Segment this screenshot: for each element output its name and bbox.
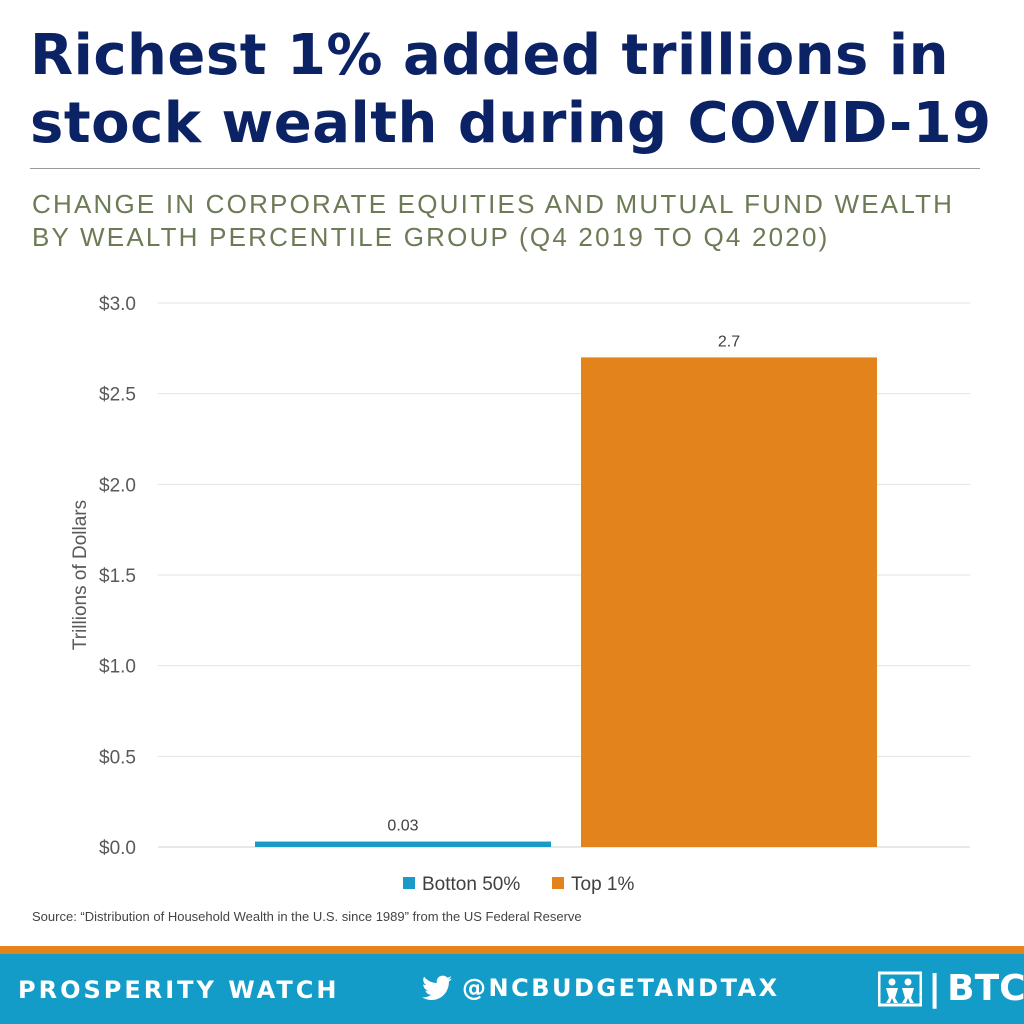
title-divider	[30, 168, 980, 169]
btc-logo: | BTC	[878, 968, 1024, 1009]
footer-accent-strip	[0, 946, 1024, 954]
bar-top-1	[581, 357, 877, 847]
footer-twitter[interactable]: @NCBUDGETANDTAX	[422, 974, 780, 1002]
y-tick-label: $1.5	[99, 566, 136, 587]
data-label: 0.03	[387, 818, 418, 835]
y-tick-label: $2.0	[99, 475, 136, 496]
logo-text: BTC	[947, 968, 1024, 1009]
legend-label: Top 1%	[571, 874, 634, 895]
chart-subtitle: CHANGE IN CORPORATE EQUITIES AND MUTUAL …	[32, 189, 955, 252]
data-label: 2.7	[718, 333, 740, 350]
legend-swatch	[552, 877, 564, 889]
y-tick-label: $0.0	[99, 838, 136, 859]
legend-swatch	[403, 877, 415, 889]
footer-bar: PROSPERITY WATCH @NCBUDGETANDTAX | BTC	[0, 954, 1024, 1024]
y-axis-label: Trillions of Dollars	[70, 500, 91, 650]
page-title: Richest 1% added trillions in stock weal…	[30, 23, 992, 156]
bar-bottom-50	[255, 841, 551, 847]
y-tick-label: $2.5	[99, 385, 136, 406]
footer-brand-text: PROSPERITY WATCH	[18, 976, 340, 1004]
legend-label: Botton 50%	[422, 874, 520, 895]
bar-chart: $0.0 $0.5 $1.0 $1.5 $2.0 $2.5 $3.0 Trillions of…	[70, 294, 970, 895]
logo-divider-text: |	[928, 968, 942, 1009]
y-tick-label: $1.0	[99, 657, 136, 678]
source-note: Source: “Distribution of Household Wealt…	[32, 909, 582, 924]
twitter-handle: @NCBUDGETANDTAX	[462, 974, 780, 1002]
y-tick-label: $3.0	[99, 294, 136, 315]
twitter-bird-icon	[422, 975, 452, 1000]
figures-logo-icon	[878, 971, 922, 1006]
y-tick-label: $0.5	[99, 747, 136, 768]
